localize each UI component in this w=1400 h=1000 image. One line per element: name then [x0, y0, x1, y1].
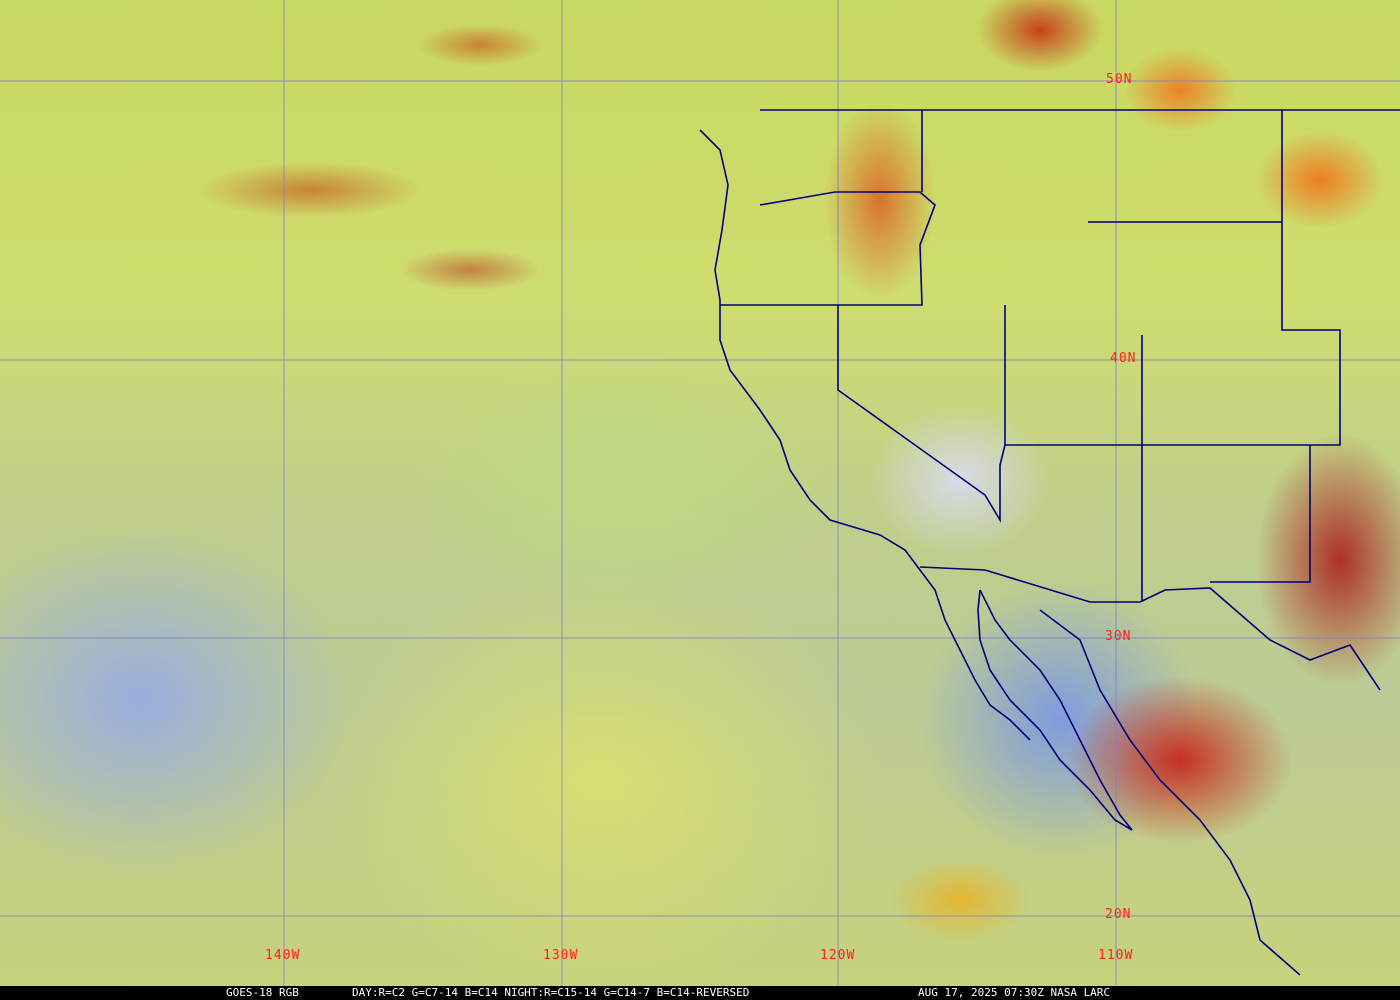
caption-bar: GOES-18 RGB DAY:R=C2 G=C7-14 B=C14 NIGHT… [0, 986, 1400, 1000]
coastline [699, 129, 1031, 741]
baja-peninsula-coast [977, 589, 1133, 831]
lat-label-30n: 30N [1105, 629, 1132, 644]
lon-label-130w: 130W [543, 948, 579, 963]
channel-recipe: DAY:R=C2 G=C7-14 B=C14 NIGHT:R=C15-14 G=… [352, 986, 750, 999]
timestamp: AUG 17, 2025 07:30Z NASA LARC [918, 986, 1111, 999]
lon-label-110w: 110W [1098, 948, 1134, 963]
lat-label-50n: 50N [1106, 72, 1133, 87]
lat-label-20n: 20N [1105, 907, 1132, 922]
lat-label-40n: 40N [1110, 351, 1137, 366]
product-name: GOES-18 RGB [226, 986, 299, 999]
lon-label-140w: 140W [265, 948, 301, 963]
state-borders-7 [1210, 445, 1311, 583]
us-mexico-border [919, 566, 1381, 691]
state-borders-2 [837, 305, 1006, 523]
state-borders-3 [1005, 110, 1341, 446]
mexico-coast [1039, 609, 1301, 976]
state-borders [720, 191, 936, 306]
lon-label-120w: 120W [820, 948, 856, 963]
